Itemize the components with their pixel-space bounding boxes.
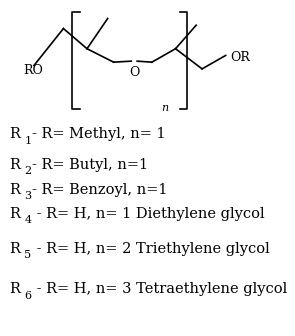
Text: - R= Butyl, n=1: - R= Butyl, n=1 xyxy=(32,158,149,172)
Text: 6: 6 xyxy=(24,291,31,301)
Text: R: R xyxy=(9,207,20,221)
Text: 5: 5 xyxy=(24,250,31,260)
Text: 1: 1 xyxy=(24,136,31,146)
Text: n: n xyxy=(161,103,168,113)
Text: R: R xyxy=(9,242,20,256)
Text: - R= H, n= 1 Diethylene glycol: - R= H, n= 1 Diethylene glycol xyxy=(32,207,265,221)
Text: O: O xyxy=(129,66,140,79)
Text: R: R xyxy=(9,182,20,197)
Text: - R= H, n= 3 Tetraethylene glycol: - R= H, n= 3 Tetraethylene glycol xyxy=(32,282,288,296)
Text: OR: OR xyxy=(230,51,250,64)
Text: - R= Methyl, n= 1: - R= Methyl, n= 1 xyxy=(32,127,166,141)
Text: - R= H, n= 2 Triethylene glycol: - R= H, n= 2 Triethylene glycol xyxy=(32,242,270,256)
Text: R: R xyxy=(9,158,20,172)
Text: 3: 3 xyxy=(24,191,31,201)
Text: 4: 4 xyxy=(24,215,31,225)
Text: 2: 2 xyxy=(24,166,31,176)
Text: - R= Benzoyl, n=1: - R= Benzoyl, n=1 xyxy=(32,182,168,197)
Text: R: R xyxy=(9,127,20,141)
Text: RO: RO xyxy=(24,64,43,77)
Text: R: R xyxy=(9,282,20,296)
